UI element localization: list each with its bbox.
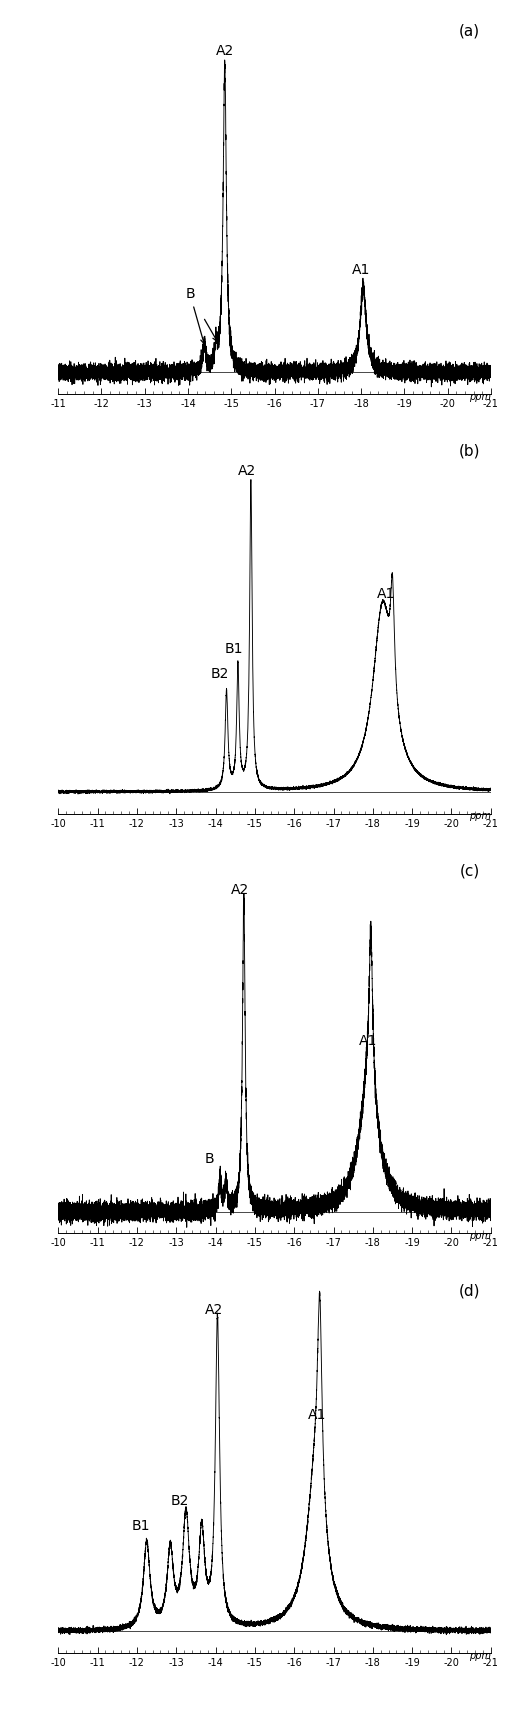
Text: B: B [205, 1151, 214, 1165]
Text: A2: A2 [230, 884, 248, 898]
Text: B1: B1 [224, 642, 243, 656]
Text: (d): (d) [458, 1283, 479, 1298]
Text: B1: B1 [131, 1519, 150, 1533]
Text: A1: A1 [351, 262, 370, 278]
Text: A1: A1 [376, 588, 394, 601]
Text: B2: B2 [211, 666, 229, 682]
Text: (a): (a) [458, 24, 479, 39]
Text: A2: A2 [237, 464, 256, 478]
Text: ppm: ppm [468, 812, 490, 821]
Text: ppm: ppm [468, 392, 490, 401]
Text: A1: A1 [359, 1035, 377, 1048]
Text: ppm: ppm [468, 1651, 490, 1660]
Text: A2: A2 [215, 45, 233, 58]
Text: ppm: ppm [468, 1232, 490, 1240]
Text: B2: B2 [171, 1494, 189, 1507]
Text: (c): (c) [459, 863, 479, 879]
Text: A1: A1 [308, 1408, 326, 1422]
Text: B: B [185, 288, 205, 344]
Text: (b): (b) [458, 444, 479, 459]
Text: A2: A2 [204, 1304, 222, 1317]
